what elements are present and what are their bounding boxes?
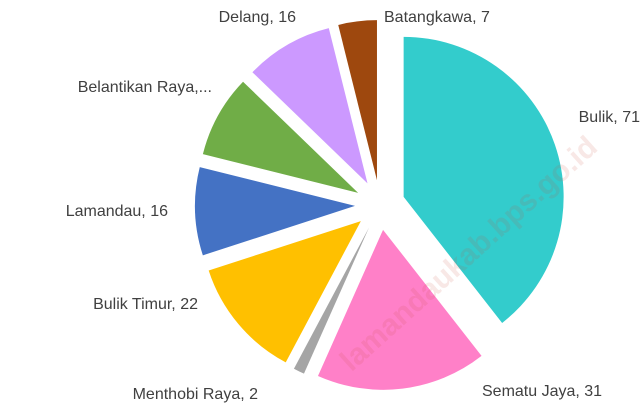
pie-slice [202,81,359,193]
data-label: Sematu Jaya, 31 [482,383,602,400]
pie-slice [293,227,370,374]
data-label: Menthobi Raya, 2 [133,386,259,403]
data-label: Delang, 16 [219,9,296,26]
pie-slice [403,36,564,323]
data-label: Bulik, 71 [579,109,640,126]
slices [195,20,564,390]
pie-slice [195,167,356,256]
pie-slice [338,20,377,181]
pie-slice [252,28,368,184]
data-label: Bulik Timur, 22 [93,296,198,313]
pie-slice [208,221,361,363]
data-label: Batangkawa, 7 [384,9,490,26]
data-label: Belantikan Raya,... [78,79,212,96]
pie-slice [317,229,482,390]
data-label: Lamandau, 16 [66,203,168,220]
